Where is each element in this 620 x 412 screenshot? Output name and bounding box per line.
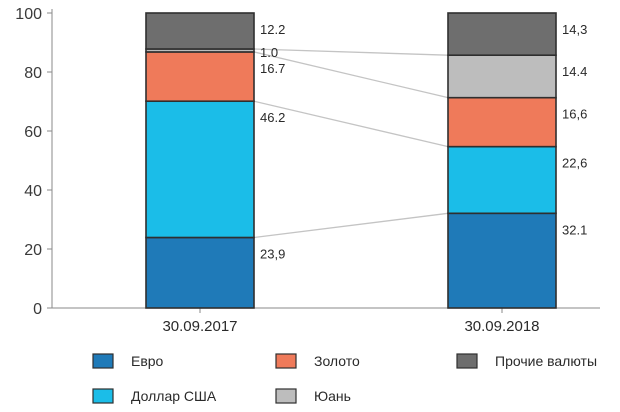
data-label: 14.4 <box>562 64 587 79</box>
bars <box>145 12 557 309</box>
legend-swatch <box>92 353 114 369</box>
x-tick-label: 30.09.2018 <box>464 318 539 335</box>
y-tick-label: 80 <box>24 65 42 82</box>
axes: 0 20 40 60 80 100 30.09.2017 30.09.2018 <box>15 6 600 335</box>
data-label: 16,6 <box>562 107 587 122</box>
data-label: 23,9 <box>260 246 285 261</box>
connector-line <box>253 51 449 99</box>
legend-swatch <box>275 353 297 369</box>
bar-segment <box>145 236 255 309</box>
legend-swatch <box>275 388 297 404</box>
connector-line <box>253 100 449 148</box>
x-tick-label: 30.09.2017 <box>162 318 237 335</box>
bar-segment <box>145 100 255 239</box>
connector-line <box>253 212 449 239</box>
data-label: 32.1 <box>562 222 587 237</box>
legend-swatch <box>456 353 478 369</box>
bar-segment <box>447 96 557 148</box>
data-label: 16.7 <box>260 61 285 76</box>
bar-segment <box>447 212 557 309</box>
data-labels: 23,9 32.1 46.2 22,6 16.7 16,6 1.0 14.4 12.2 14,3 <box>260 22 587 261</box>
y-tick-label: 40 <box>24 183 42 200</box>
y-tick-label: 60 <box>24 124 42 141</box>
bar-segment <box>145 12 255 50</box>
legend-label: Доллар США <box>131 388 217 404</box>
legend-label: Евро <box>131 353 164 369</box>
legend-label: Прочие валюты <box>495 353 597 369</box>
legend-swatch <box>92 388 114 404</box>
bar-segment <box>447 12 557 56</box>
connector-line <box>253 48 449 56</box>
y-tick-label: 20 <box>24 242 42 259</box>
bar-segment <box>447 145 557 215</box>
data-label: 1.0 <box>260 45 278 60</box>
y-tick-label: 0 <box>33 301 42 318</box>
bar-segment <box>447 54 557 99</box>
connector-lines <box>253 48 449 239</box>
data-label: 22,6 <box>562 156 587 171</box>
data-label: 12.2 <box>260 22 285 37</box>
legend-label: Юань <box>314 388 351 404</box>
data-label: 14,3 <box>562 22 587 37</box>
data-label: 46.2 <box>260 110 285 125</box>
legend: Евро Доллар США Золото Юань Прочие валюты <box>92 353 597 404</box>
legend-label: Золото <box>314 353 360 369</box>
y-tick-label: 100 <box>15 6 42 23</box>
bar-segment <box>145 51 255 103</box>
